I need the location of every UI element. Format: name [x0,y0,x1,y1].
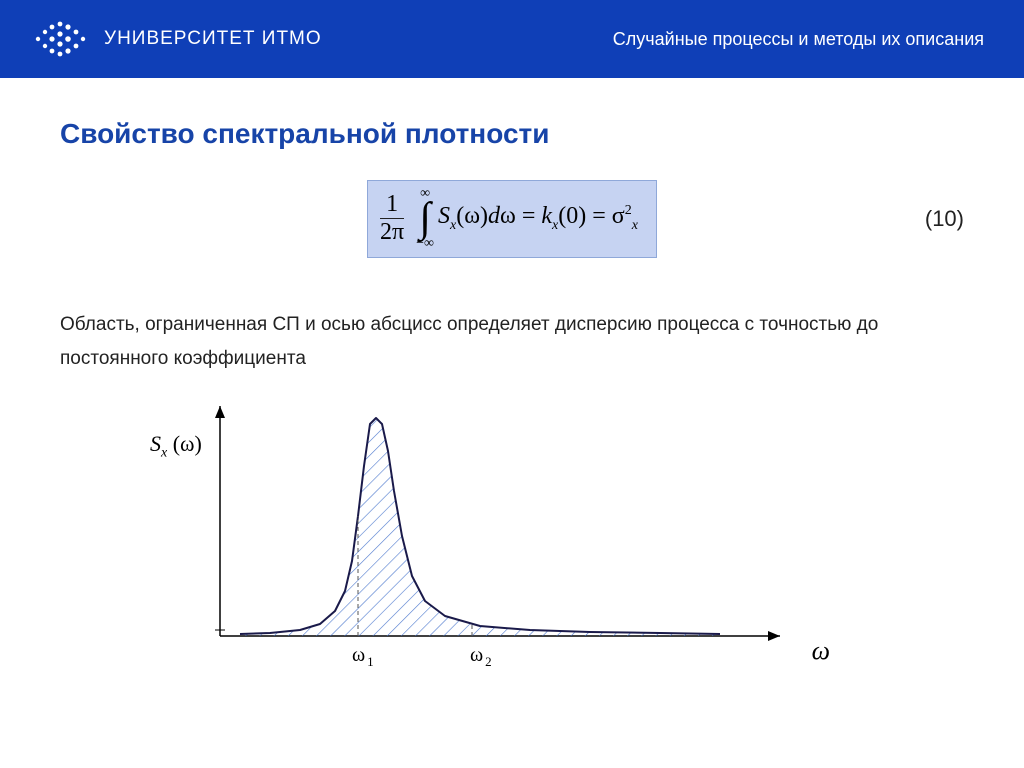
fraction-denominator: 2π [378,219,406,246]
header-subtitle: Случайные процессы и методы их описания [613,29,984,50]
eq-d: d [488,203,500,229]
tick-label: ω1 [352,644,374,670]
integral-glyph: ∫ [419,201,431,237]
y-axis-label: Sx (ω) [150,431,202,461]
eq-k: k [541,203,552,229]
fraction-numerator: 1 [380,191,404,219]
integral-symbol: ∞ ∫ −∞ [416,187,434,251]
equation-box: 1 2π ∞ ∫ −∞ Sx(ω)dω = kx(0) = σ2x [367,180,657,258]
eq-omega-arg: (ω) [456,203,488,229]
description-paragraph: Область, ограниченная СП и осью абсцисс … [60,308,964,376]
x-axis-label: ω [812,636,830,666]
header-bar: УНИВЕРСИТЕТ ИТМО Случайные процессы и ме… [0,0,1024,78]
equation-body: Sx(ω)dω = kx(0) = σ2x [438,203,638,234]
page-title: Свойство спектральной плотности [60,118,964,150]
eq-omega2: ω [500,203,516,229]
logo-text: УНИВЕРСИТЕТ ИТМО [104,28,322,50]
eq-sigma: σ [612,203,625,229]
equation-number: (10) [925,206,964,232]
equation-row: 1 2π ∞ ∫ −∞ Sx(ω)dω = kx(0) = σ2x (10) [60,180,964,258]
eq-equals1: = [516,203,542,229]
eq-equals2: = [586,203,612,229]
y-label-arg: (ω) [173,431,202,456]
equation-fraction: 1 2π [378,191,406,246]
eq-sub-x3: x [632,218,638,233]
chart-svg [160,396,800,676]
tick-label: ω2 [470,644,492,670]
logo-block: УНИВЕРСИТЕТ ИТМО [30,18,322,60]
eq-sup2: 2 [625,203,632,218]
eq-S: S [438,203,450,229]
eq-zero: (0) [558,203,586,229]
y-label-S: S [150,431,161,456]
spectral-density-chart: Sx (ω) ω ω1ω2 [160,396,800,676]
y-label-sub: x [161,445,167,460]
integral-lower: −∞ [416,237,434,251]
itmo-logo-icon [30,18,88,60]
content-area: Свойство спектральной плотности 1 2π ∞ ∫… [0,78,1024,676]
